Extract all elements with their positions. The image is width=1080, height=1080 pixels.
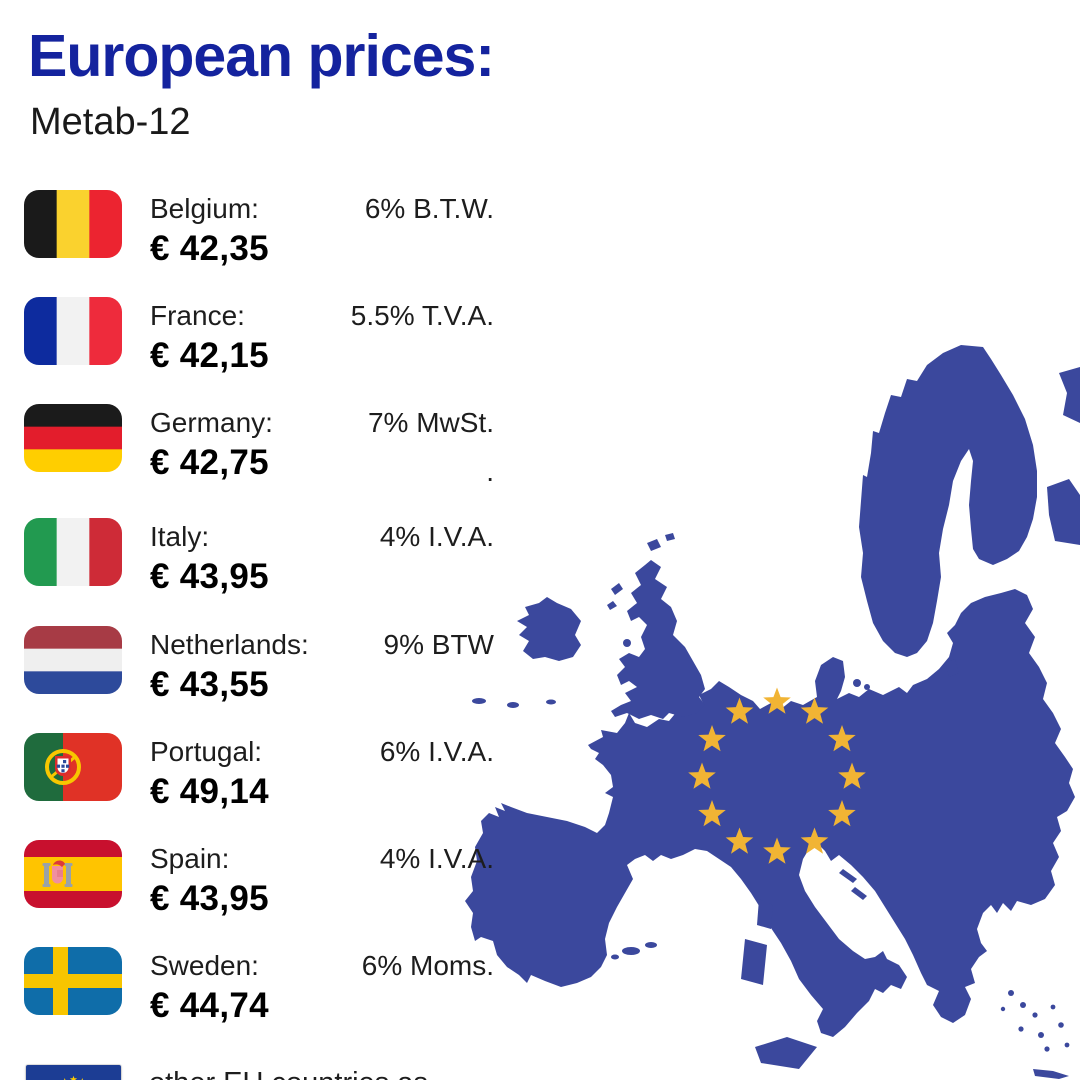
- country-label: France:: [150, 300, 245, 332]
- country-label: Sweden:: [150, 950, 259, 982]
- portugal-flag-icon: [24, 732, 122, 801]
- country-label: Italy:: [150, 521, 210, 553]
- price-value: € 43,95: [150, 878, 269, 918]
- price-row: Belgium: € 42,35 6% B.T.W.: [24, 190, 494, 268]
- price-row: France: € 42,15 5.5% T.V.A.: [24, 297, 494, 375]
- eu-flag-icon: [26, 1065, 121, 1080]
- eu-stars-circle: [688, 687, 866, 864]
- price-row: Netherlands: € 43,55 9% BTW: [24, 625, 494, 704]
- vat-rate: 9% BTW: [383, 628, 494, 660]
- price-value: € 42,15: [150, 336, 269, 376]
- other-countries-note-row: other EU countries as per applicable VAT…: [24, 1063, 494, 1080]
- price-row: Italy: € 43,95 4% I.V.A.: [24, 518, 494, 596]
- price-value: € 43,55: [150, 664, 269, 704]
- vat-rate-continued: .: [486, 456, 494, 488]
- spain-flag-icon: [24, 839, 122, 908]
- price-row: Spain: € 43,95 4% I.V.A.: [24, 839, 494, 918]
- europe-map-svg: [465, 345, 1080, 1079]
- price-value: € 44,74: [150, 986, 269, 1026]
- price-list: Belgium: € 42,35 6% B.T.W. France: € 42,…: [24, 190, 494, 1080]
- price-value: € 42,75: [150, 443, 269, 483]
- price-row: Sweden: € 44,74 6% Moms.: [24, 947, 494, 1025]
- vat-rate: 6% B.T.W.: [364, 193, 494, 224]
- france-flag-icon: [24, 297, 122, 366]
- sweden-flag-icon: [24, 947, 122, 1016]
- country-label: Belgium:: [150, 193, 259, 224]
- country-label: Portugal:: [150, 735, 263, 767]
- page-title: European prices:: [28, 23, 495, 89]
- country-label: Netherlands:: [150, 628, 309, 660]
- italy-flag-icon: [24, 518, 122, 587]
- price-value: € 42,35: [150, 229, 269, 268]
- netherlands-flag-icon: [24, 625, 122, 694]
- vat-rate: 6% Moms.: [361, 950, 494, 982]
- country-label: Germany:: [150, 407, 273, 439]
- price-row: Germany: € 42,75 7% MwSt. .: [24, 404, 494, 489]
- product-name: Metab-12: [30, 101, 191, 143]
- europe-map: [455, 345, 1080, 1080]
- vat-rate: 4% I.V.A.: [379, 521, 494, 553]
- vat-rate: 7% MwSt.: [367, 407, 494, 439]
- price-value: € 43,95: [150, 557, 269, 597]
- vat-rate: 5.5% T.V.A.: [350, 300, 494, 332]
- germany-flag-icon: [24, 404, 122, 473]
- vat-note-line1: other EU countries as: [149, 1063, 447, 1080]
- price-value: € 49,14: [150, 771, 269, 811]
- vat-rate: 4% I.V.A.: [379, 842, 494, 874]
- country-label: Spain:: [150, 842, 230, 874]
- europe-landmass: [465, 345, 1080, 1079]
- price-row: Portugal: € 49,14 6% I.V.A.: [24, 732, 494, 811]
- vat-note-text: other EU countries as per applicable VAT…: [149, 1063, 447, 1080]
- vat-rate: 6% I.V.A.: [379, 735, 494, 767]
- belgium-flag-icon: [24, 190, 122, 258]
